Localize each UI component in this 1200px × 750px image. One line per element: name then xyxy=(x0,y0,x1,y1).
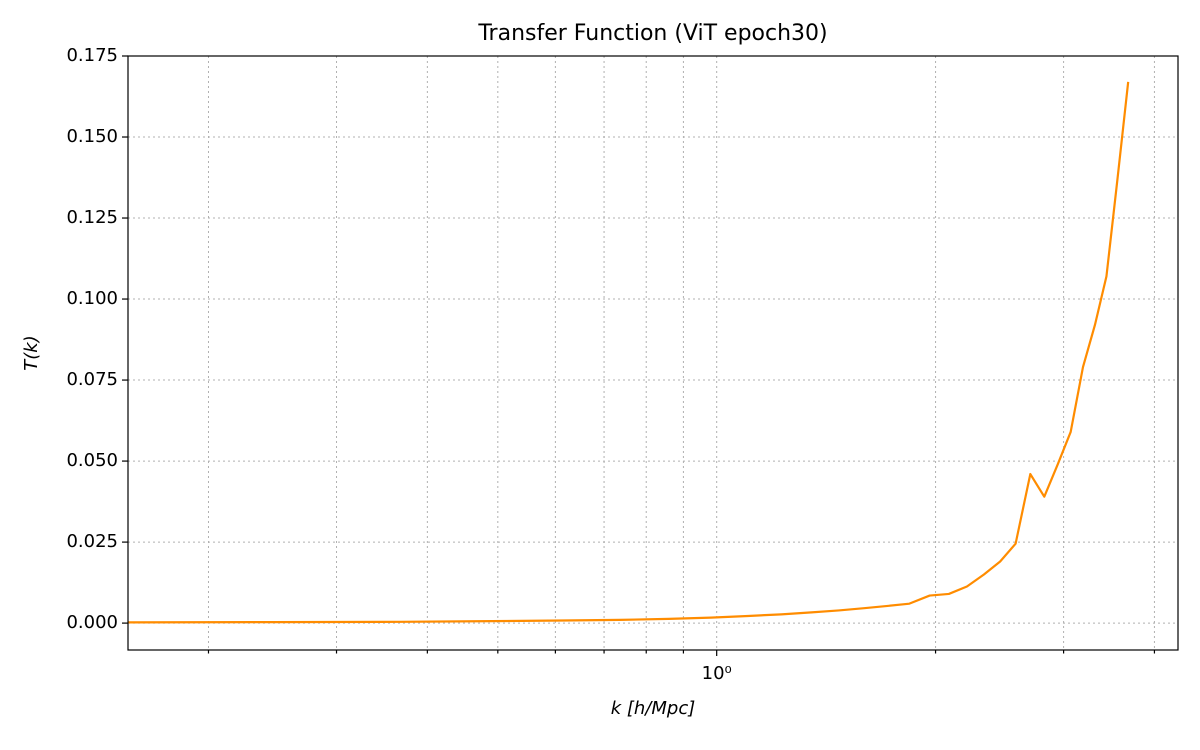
y-tick-label: 0.000 xyxy=(66,612,118,633)
y-tick-label: 0.050 xyxy=(66,450,118,471)
y-tick-label: 0.100 xyxy=(66,288,118,309)
y-tick-label: 0.175 xyxy=(66,45,118,66)
chart-title: Transfer Function (ViT epoch30) xyxy=(477,21,827,46)
ticks: 0.000 0.025 0.050 0.075 0.100 0.125 0.150 0.175… xyxy=(66,45,1156,684)
data-line xyxy=(128,81,1130,624)
x-tick-label: 10⁰ xyxy=(702,663,732,684)
y-tick-label: 0.125 xyxy=(66,207,118,228)
y-tick-label: 0.025 xyxy=(66,531,118,552)
plot-area xyxy=(128,81,1130,624)
axes-frame xyxy=(127,55,1179,651)
y-axis-label: T(k) xyxy=(21,335,42,370)
y-tick-label: 0.075 xyxy=(66,369,118,390)
grid xyxy=(128,55,1178,650)
y-tick-label: 0.150 xyxy=(66,126,118,147)
x-axis-label: k [h/Mpc] xyxy=(611,698,696,719)
